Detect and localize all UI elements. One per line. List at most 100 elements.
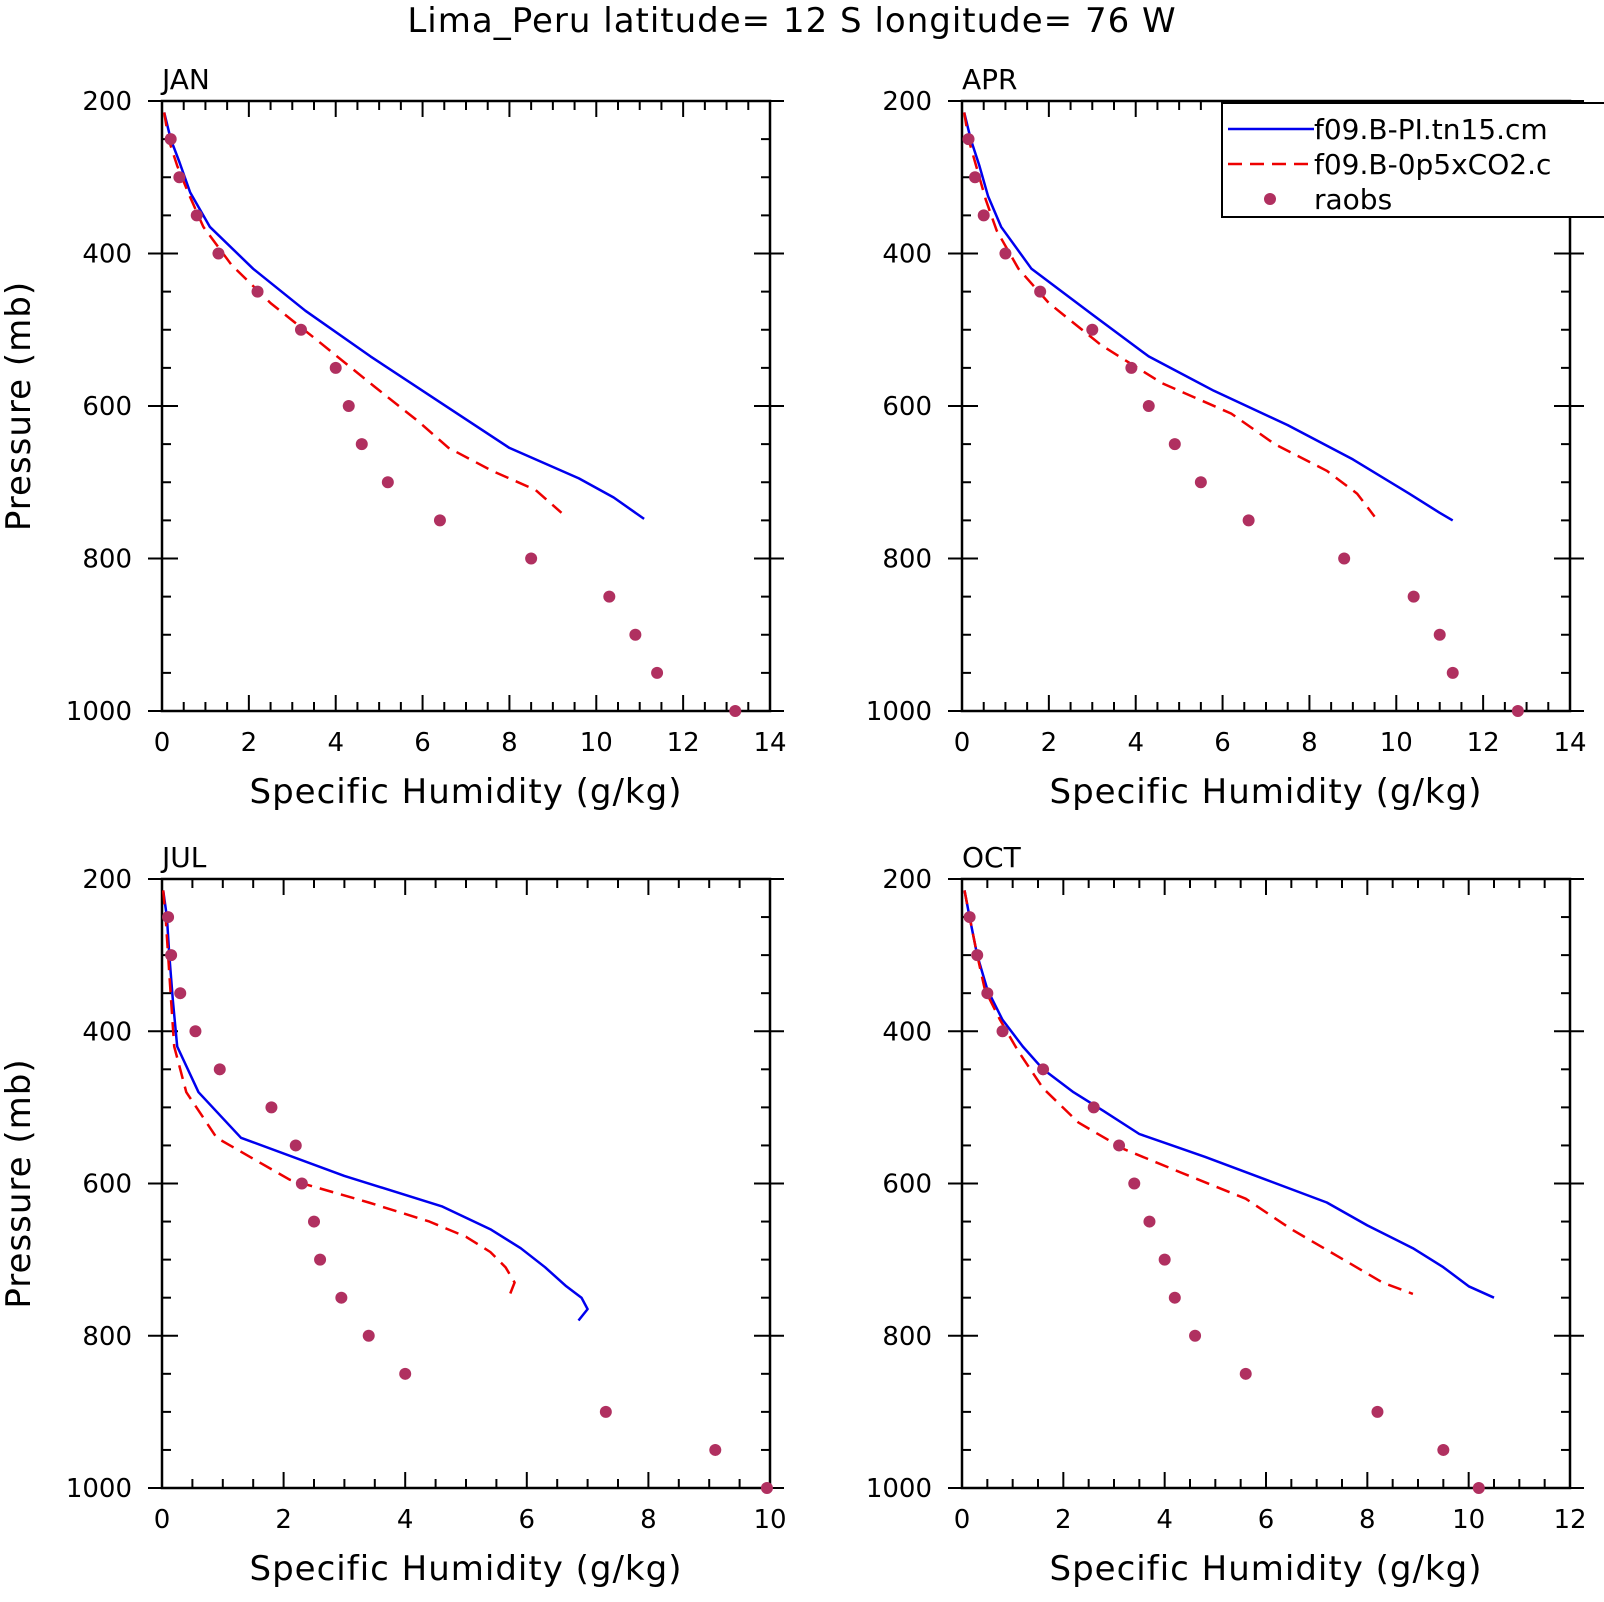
series-pi-line: [162, 112, 645, 520]
x-tick-label: 10: [753, 1505, 786, 1535]
series-raobs-point: [1037, 1063, 1050, 1076]
series-raobs-point: [165, 949, 178, 962]
series-raobs-point: [1087, 1101, 1100, 1114]
panel-jul: JUL 0 2 4 6 8 10 200 400 600 800 1000 Specific Humid…: [0, 841, 787, 1589]
y-tick-label: 800: [882, 545, 932, 575]
y-tick-label: 600: [882, 1170, 932, 1200]
series-pi-line: [962, 112, 1454, 522]
x-tick-label: 12: [1553, 1505, 1586, 1535]
series-raobs-point: [1433, 628, 1446, 641]
series-raobs-point: [164, 133, 177, 146]
series-raobs-point: [760, 1482, 773, 1494]
y-tick-label: 200: [882, 865, 932, 895]
panel-label: OCT: [962, 841, 1022, 874]
legend-entry-0p5xco2: f09.B-0p5xCO2.c: [1314, 148, 1551, 181]
plot-frame: [160, 877, 772, 1490]
y-tick-label: 800: [882, 1322, 932, 1352]
series-0p5xco2-line: [161, 890, 516, 1299]
series-raobs-point: [294, 323, 307, 336]
series-raobs-point: [525, 552, 538, 565]
series-raobs-point: [289, 1139, 302, 1152]
y-tick-label: 400: [82, 1017, 132, 1047]
legend-entry-pi: f09.B-PI.tn15.cm: [1314, 113, 1548, 146]
x-axis-label: Specific Humidity (g/kg): [250, 772, 683, 812]
y-tick-label: 200: [82, 87, 132, 117]
series-raobs-point: [971, 949, 984, 962]
series-raobs-point: [1407, 590, 1420, 603]
series-raobs-point: [1446, 666, 1459, 679]
series-raobs-point: [1143, 1215, 1156, 1228]
series-raobs-point: [173, 171, 186, 184]
series-raobs-point: [999, 247, 1012, 260]
series-raobs-point: [1472, 1482, 1485, 1494]
series-pi-line: [963, 890, 1495, 1299]
x-tick-label: 12: [1467, 728, 1500, 758]
x-tick-label: 6: [1258, 1505, 1275, 1535]
series-raobs-point: [433, 514, 446, 527]
x-tick-label: 10: [580, 728, 613, 758]
panel-label: APR: [962, 63, 1018, 96]
series-raobs-point: [651, 666, 664, 679]
series-raobs-point: [1158, 1253, 1171, 1266]
series-raobs-point: [969, 171, 982, 184]
x-tick-label: 4: [327, 728, 344, 758]
y-tick-label: 600: [82, 1170, 132, 1200]
series-raobs-point: [381, 476, 394, 489]
series-raobs-point: [1128, 1177, 1141, 1190]
series-raobs-point: [1338, 552, 1351, 565]
series-raobs-point: [212, 247, 225, 260]
legend-swatch-dot: [1264, 193, 1276, 205]
y-tick-label: 1000: [866, 1474, 932, 1504]
series-raobs-point: [981, 987, 994, 1000]
panels: JAN 0 2 4 6 8 10 12 14 200 400 600 800 1000 Specific H…: [0, 63, 1587, 1589]
y-tick-label: 1000: [866, 697, 932, 727]
panel-jan: JAN 0 2 4 6 8 10 12 14 200 400 600 800 1000 Specific H…: [0, 63, 787, 812]
series-raobs-point: [174, 987, 187, 1000]
series-raobs-point: [1189, 1329, 1202, 1342]
legend-entry-raobs: raobs: [1314, 183, 1392, 216]
series-raobs-point: [213, 1063, 226, 1076]
x-tick-label: 2: [275, 1505, 292, 1535]
figure-title: Lima_Peru latitude= 12 S longitude= 76 W: [407, 1, 1176, 41]
x-tick-label: 0: [154, 1505, 171, 1535]
y-tick-label: 1000: [66, 1474, 132, 1504]
series-raobs-point: [1034, 285, 1047, 298]
series-pi-line: [161, 890, 589, 1322]
series-raobs-point: [1125, 361, 1138, 374]
x-tick-label: 8: [1359, 1505, 1376, 1535]
series-raobs-point: [190, 209, 203, 222]
x-tick-label: 2: [1041, 728, 1058, 758]
x-tick-label: 2: [241, 728, 258, 758]
panel-label: JAN: [160, 63, 210, 96]
series-raobs-point: [355, 438, 368, 451]
series-raobs-point: [962, 133, 975, 146]
series-raobs-point: [1437, 1443, 1450, 1456]
y-tick-label: 400: [882, 240, 932, 270]
legend-box: [1221, 102, 1604, 218]
x-tick-label: 4: [1156, 1505, 1173, 1535]
series-raobs-point: [265, 1101, 278, 1114]
panel-oct: OCT 0 2 4 6 8 10 12 200 400 600 800 1000 Specific Hum…: [866, 841, 1587, 1589]
series-raobs-point: [295, 1177, 308, 1190]
x-axis-label: Specific Humidity (g/kg): [1050, 772, 1483, 812]
series-raobs-point: [963, 911, 976, 924]
y-tick-label: 600: [882, 392, 932, 422]
x-tick-label: 6: [1214, 728, 1231, 758]
series-raobs-point: [251, 285, 264, 298]
y-tick-label: 400: [82, 240, 132, 270]
series-raobs-point: [603, 590, 616, 603]
series-raobs-point: [162, 911, 175, 924]
series-0p5xco2-line: [162, 112, 563, 514]
x-axis-label: Specific Humidity (g/kg): [1050, 1549, 1483, 1589]
series-raobs-point: [1371, 1405, 1384, 1418]
x-tick-label: 14: [1553, 728, 1586, 758]
x-tick-label: 0: [154, 728, 171, 758]
series-raobs-point: [1239, 1367, 1252, 1380]
series-raobs-point: [1113, 1139, 1126, 1152]
y-tick-label: 400: [882, 1017, 932, 1047]
series-raobs-point: [308, 1215, 320, 1228]
series-raobs-point: [1168, 1291, 1181, 1304]
series-0p5xco2-line: [963, 890, 1414, 1296]
